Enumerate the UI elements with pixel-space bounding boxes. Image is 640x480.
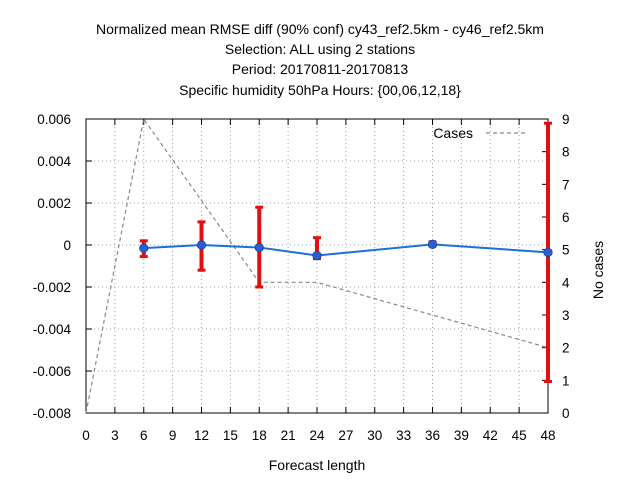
y2-tick-label: 9 bbox=[562, 112, 570, 127]
x-tick-label: 12 bbox=[194, 428, 209, 443]
x-tick-label: 27 bbox=[338, 428, 353, 443]
data-point bbox=[427, 239, 438, 249]
y-tick-label: 0.006 bbox=[37, 112, 71, 127]
x-tick-label: 48 bbox=[540, 428, 555, 443]
chart-title-line-1: Normalized mean RMSE diff (90% conf) cy4… bbox=[96, 21, 544, 37]
x-tick-label: 30 bbox=[367, 428, 382, 443]
x-tick-label: 6 bbox=[140, 428, 148, 443]
y-tick-label: 0.004 bbox=[37, 154, 71, 169]
y-tick-label: -0.008 bbox=[33, 406, 71, 421]
y2-tick-label: 8 bbox=[562, 145, 570, 160]
x-tick-label: 42 bbox=[483, 428, 498, 443]
x-tick-label: 24 bbox=[309, 428, 325, 443]
data-point bbox=[254, 242, 264, 253]
data-point bbox=[196, 240, 207, 250]
y-tick-label: -0.004 bbox=[33, 322, 72, 337]
y2-tick-label: 5 bbox=[562, 243, 570, 258]
x-axis-label: Forecast length bbox=[269, 457, 366, 473]
x-tick-label: 9 bbox=[169, 428, 177, 443]
y2-tick-label: 6 bbox=[562, 210, 570, 225]
x-tick-label: 15 bbox=[223, 428, 238, 443]
y-tick-label: -0.006 bbox=[33, 364, 71, 379]
x-tick-label: 39 bbox=[454, 428, 469, 443]
x-tick-label: 3 bbox=[111, 428, 119, 443]
y-tick-label: 0.002 bbox=[37, 196, 71, 211]
y-tick-label: 0 bbox=[63, 238, 71, 253]
chart-title-line-4: Specific humidity 50hPa Hours: {00,06,12… bbox=[179, 82, 461, 98]
y2-axis-label: No cases bbox=[590, 241, 606, 299]
y2-tick-label: 2 bbox=[562, 341, 570, 356]
y2-tick-label: 3 bbox=[562, 308, 570, 323]
data-point bbox=[139, 243, 149, 253]
x-tick-label: 0 bbox=[82, 428, 90, 443]
x-tick-label: 36 bbox=[425, 428, 440, 443]
rmse-diff-series-line bbox=[143, 243, 549, 257]
x-tick-label: 45 bbox=[512, 428, 527, 443]
data-point bbox=[543, 247, 553, 257]
x-tick-label: 21 bbox=[281, 428, 296, 443]
chart-title-line-3: Period: 20170811-20170813 bbox=[232, 61, 409, 77]
legend-label-cases: Cases bbox=[433, 125, 473, 141]
chart-title-line-2: Selection: ALL using 2 stations bbox=[225, 41, 415, 57]
y2-tick-label: 4 bbox=[562, 275, 570, 290]
y2-tick-label: 0 bbox=[562, 406, 570, 421]
x-tick-label: 33 bbox=[396, 428, 411, 443]
data-point bbox=[312, 250, 322, 261]
cases-series-line bbox=[85, 117, 549, 414]
y2-tick-label: 1 bbox=[562, 373, 570, 388]
y-tick-label: -0.002 bbox=[33, 280, 71, 295]
y2-tick-label: 7 bbox=[562, 177, 570, 192]
x-tick-label: 18 bbox=[252, 428, 267, 443]
